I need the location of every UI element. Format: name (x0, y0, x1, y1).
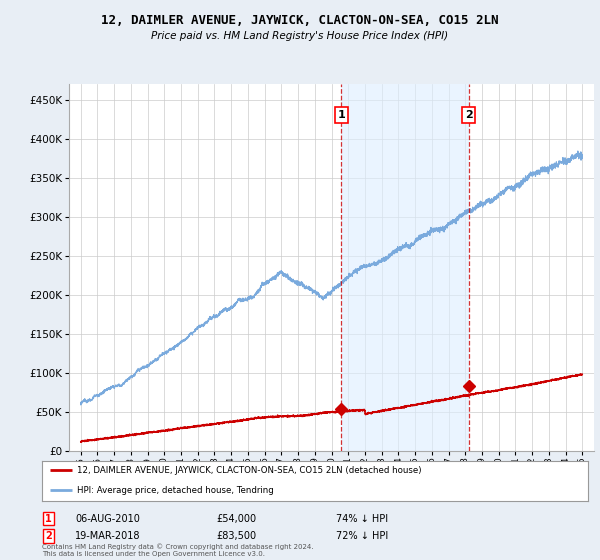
Text: 2: 2 (45, 531, 52, 541)
Text: £83,500: £83,500 (216, 531, 256, 541)
Text: 74% ↓ HPI: 74% ↓ HPI (336, 514, 388, 524)
Text: £54,000: £54,000 (216, 514, 256, 524)
Text: 1: 1 (337, 110, 345, 120)
Text: 1: 1 (45, 514, 52, 524)
Text: Price paid vs. HM Land Registry's House Price Index (HPI): Price paid vs. HM Land Registry's House … (151, 31, 449, 41)
Text: 12, DAIMLER AVENUE, JAYWICK, CLACTON-ON-SEA, CO15 2LN (detached house): 12, DAIMLER AVENUE, JAYWICK, CLACTON-ON-… (77, 466, 422, 475)
Text: Contains HM Land Registry data © Crown copyright and database right 2024.
This d: Contains HM Land Registry data © Crown c… (42, 544, 314, 557)
Text: 72% ↓ HPI: 72% ↓ HPI (336, 531, 388, 541)
Bar (341, 84, 469, 451)
Text: HPI: Average price, detached house, Tendring: HPI: Average price, detached house, Tend… (77, 486, 274, 495)
Text: 19-MAR-2018: 19-MAR-2018 (75, 531, 140, 541)
Text: 06-AUG-2010: 06-AUG-2010 (75, 514, 140, 524)
Text: 2: 2 (465, 110, 473, 120)
Text: 12, DAIMLER AVENUE, JAYWICK, CLACTON-ON-SEA, CO15 2LN: 12, DAIMLER AVENUE, JAYWICK, CLACTON-ON-… (101, 14, 499, 27)
